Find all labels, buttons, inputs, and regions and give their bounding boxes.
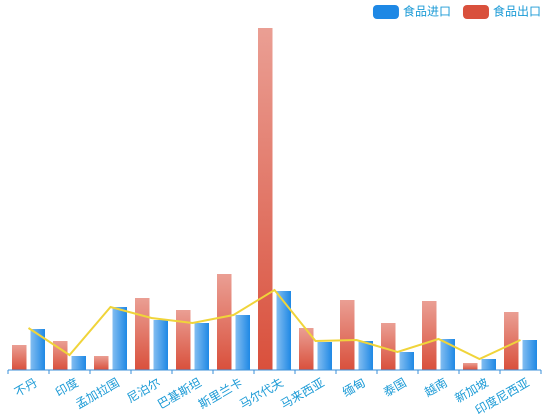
line (27, 288, 521, 361)
bar (481, 359, 496, 370)
bar (217, 274, 232, 370)
x-tick-label: 越南 (421, 375, 449, 400)
x-tick-label: 缅甸 (340, 376, 368, 400)
legend: 食品出口 食品进口 (372, 4, 541, 19)
bar (94, 356, 109, 370)
bar (399, 352, 414, 370)
x-tick-label: 斯里兰卡 (196, 376, 245, 412)
bar (176, 310, 191, 370)
bar (12, 345, 27, 370)
x-tick-label: 巴基斯坦 (155, 376, 204, 412)
bar (30, 329, 45, 370)
bar (504, 312, 519, 370)
bar (463, 363, 478, 370)
bar (135, 298, 150, 370)
bar (522, 340, 537, 370)
bar (112, 307, 127, 370)
bar (299, 328, 314, 370)
bar (258, 28, 273, 370)
x-tick-label: 马尔代夫 (237, 375, 286, 412)
bar (422, 301, 437, 370)
legend-swatch (462, 5, 489, 19)
bar (71, 356, 86, 370)
bar (276, 291, 291, 370)
bar (340, 300, 355, 370)
bar (317, 342, 332, 370)
legend-label: 食品出口 (493, 4, 541, 19)
legend-swatch (372, 5, 399, 19)
bar (194, 323, 209, 370)
bar (440, 339, 455, 370)
x-tick-label: 马来西亚 (278, 376, 327, 412)
x-tick-label: 孟加拉国 (73, 375, 122, 412)
x-tick-label: 泰国 (381, 376, 409, 400)
legend-label: 食品进口 (403, 4, 451, 19)
bar (381, 323, 396, 370)
bar (153, 320, 168, 370)
x-tick-label: 不丹 (12, 376, 40, 400)
bar (235, 315, 250, 370)
x-tick-label: 印度 (52, 375, 80, 400)
bar (53, 341, 68, 370)
bar (358, 341, 373, 370)
